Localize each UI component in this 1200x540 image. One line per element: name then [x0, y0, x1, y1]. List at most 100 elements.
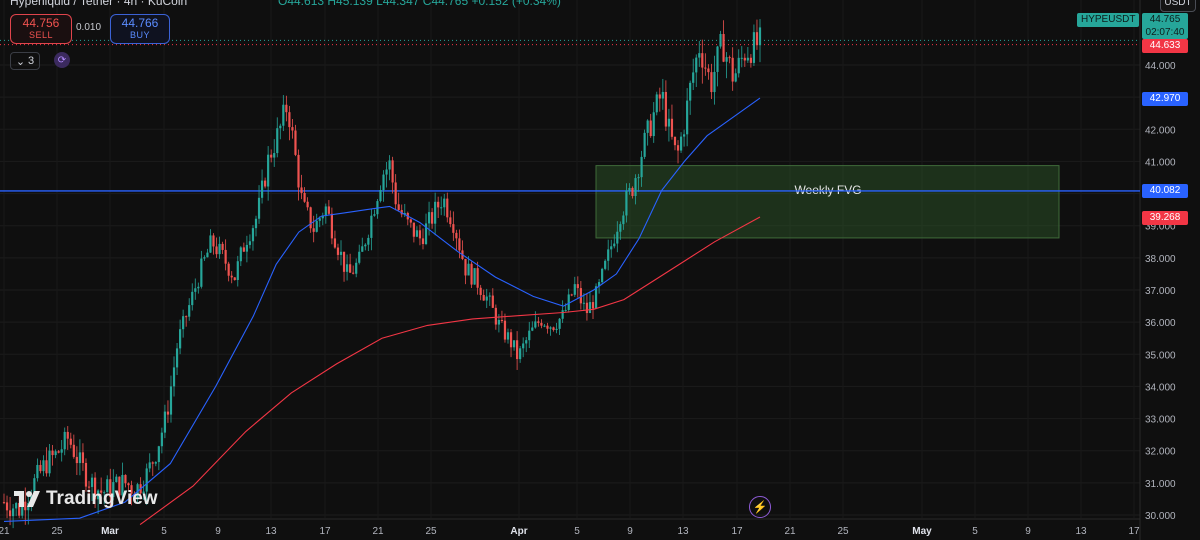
- candle-body: [382, 174, 385, 191]
- last-price: 44.765: [1149, 14, 1181, 25]
- candle-body: [440, 207, 443, 209]
- fvg-zone[interactable]: [595, 165, 1060, 239]
- candle-body: [69, 438, 72, 445]
- candle-body: [118, 476, 121, 496]
- candle-body: [534, 321, 537, 328]
- candle-body: [267, 154, 270, 187]
- ohlc-readout: O44.613 H45.139 L44.347 C44.765 +0.152 (…: [278, 0, 561, 8]
- candle-body: [336, 247, 340, 255]
- candle-body: [597, 282, 601, 287]
- candle-body: [646, 120, 649, 133]
- candle-body: [506, 332, 510, 340]
- candle-body: [397, 204, 400, 211]
- candle-body: [48, 450, 51, 474]
- candle-body: [39, 464, 42, 472]
- candle-body: [707, 68, 710, 73]
- candle-body: [151, 462, 154, 464]
- candle-body: [321, 215, 324, 219]
- candle-body: [622, 215, 625, 225]
- lightning-icon[interactable]: ⚡: [749, 496, 771, 518]
- x-tick-label: 25: [837, 526, 849, 537]
- candle-body: [385, 169, 388, 175]
- candle-body: [424, 223, 428, 244]
- candle-body: [300, 187, 303, 193]
- x-tick-label: 9: [215, 526, 221, 537]
- candle-body: [297, 154, 300, 188]
- candle-body: [722, 34, 725, 62]
- candle-body: [594, 286, 598, 309]
- candle-body: [758, 27, 762, 46]
- x-tick-label: 17: [731, 526, 743, 537]
- candle-body: [512, 340, 516, 348]
- candle-body: [588, 302, 592, 314]
- candle-body: [342, 251, 346, 272]
- candle-body: [704, 67, 707, 69]
- candle-body: [12, 508, 15, 517]
- candle-body: [755, 32, 759, 46]
- candle-body: [254, 218, 258, 229]
- candle-body: [701, 53, 704, 68]
- candle-body: [130, 485, 133, 494]
- candle-body: [142, 491, 145, 494]
- candle-body: [212, 235, 215, 247]
- candle-body: [364, 244, 367, 247]
- y-tick-label: 42.000: [1145, 125, 1176, 136]
- candle-body: [45, 460, 48, 474]
- candle-body: [18, 503, 21, 516]
- sync-icon[interactable]: ⟳: [54, 52, 70, 68]
- candle-body: [437, 201, 440, 208]
- candle-body: [537, 321, 540, 323]
- x-tick-label: 17: [1128, 526, 1140, 537]
- candle-body: [452, 224, 455, 233]
- candle-body: [686, 100, 689, 135]
- candle-body: [373, 214, 376, 216]
- x-tick-label: 5: [574, 526, 580, 537]
- red-price-badge: 44.633: [1142, 39, 1188, 53]
- candle-body: [90, 477, 94, 487]
- indicators-toggle[interactable]: ⌄ 3: [10, 52, 40, 70]
- candle-body: [200, 258, 203, 287]
- x-tick-label: 9: [627, 526, 633, 537]
- candle-body: [604, 260, 607, 269]
- candle-body: [740, 57, 743, 59]
- candle-body: [543, 325, 546, 327]
- candle-body: [689, 82, 692, 101]
- candle-body: [103, 492, 106, 494]
- candle-body: [270, 154, 273, 158]
- buy-button[interactable]: 44.766 BUY: [110, 14, 170, 44]
- sell-price: 44.756: [22, 16, 60, 30]
- candle-body: [734, 73, 737, 82]
- candle-body: [260, 180, 264, 198]
- blue-moving-average: [3, 97, 761, 522]
- x-tick-label: 21: [0, 526, 10, 537]
- red-moving-average: [139, 216, 761, 526]
- candle-body: [121, 474, 124, 496]
- candle-body: [567, 294, 570, 310]
- candle-body: [154, 462, 157, 464]
- symbol-title[interactable]: Hyperliquid / Tether · 4h · KuCoin: [10, 0, 188, 8]
- sell-button[interactable]: 44.756 SELL: [10, 14, 72, 44]
- candle-body: [273, 153, 276, 158]
- candle-body: [728, 57, 731, 59]
- candle-body: [421, 238, 425, 244]
- hline-price-badge: 40.082: [1142, 184, 1188, 198]
- candle-body: [482, 294, 485, 301]
- candle-body: [303, 192, 306, 202]
- candle-body: [21, 501, 24, 516]
- y-tick-label: 32.000: [1145, 447, 1176, 458]
- candle-body: [649, 120, 652, 137]
- candle-body: [36, 464, 39, 479]
- candle-body: [676, 145, 680, 151]
- candle-body: [318, 218, 321, 221]
- candle-body: [749, 57, 752, 63]
- candle-body: [239, 247, 242, 262]
- candle-body: [427, 212, 431, 224]
- candle-body: [698, 53, 701, 58]
- candle-body: [66, 431, 69, 439]
- y-tick-label: 44.000: [1145, 61, 1176, 72]
- candle-body: [251, 228, 255, 242]
- candle-body: [145, 468, 148, 492]
- currency-selector[interactable]: USDT: [1160, 0, 1196, 12]
- candle-body: [81, 452, 85, 463]
